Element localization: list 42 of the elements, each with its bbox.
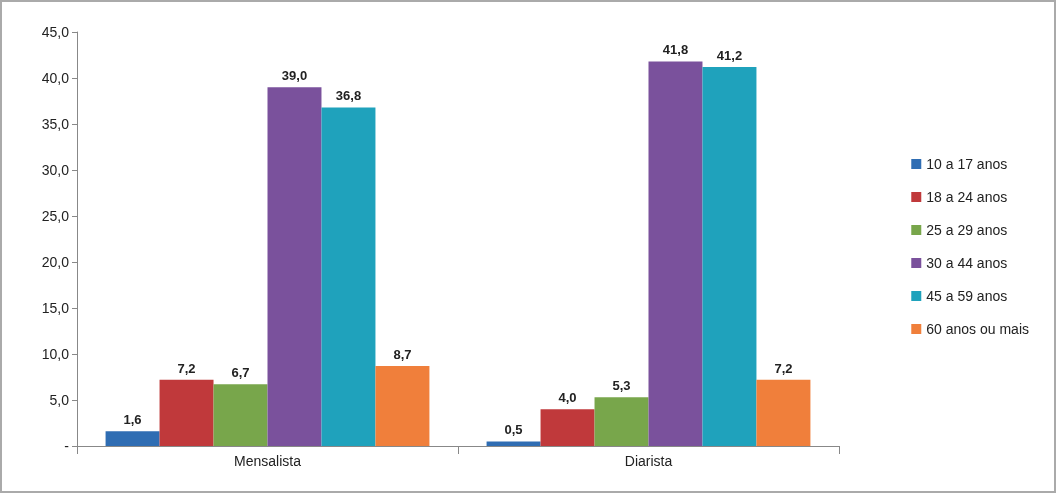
bar <box>213 384 268 446</box>
bar <box>159 379 214 446</box>
data-label: 7,2 <box>177 360 196 376</box>
data-label: 41,2 <box>716 47 743 63</box>
legend-label: 60 anos ou mais <box>926 321 1029 337</box>
y-tick-label: 35,0 <box>41 116 70 132</box>
data-label: 7,2 <box>774 360 793 376</box>
bar <box>321 107 376 446</box>
legend-label: 18 a 24 anos <box>926 189 1008 205</box>
x-tick-label: Diarista <box>624 453 673 469</box>
bar <box>267 87 322 446</box>
data-label: 8,7 <box>393 346 412 362</box>
data-label: 5,3 <box>612 378 631 394</box>
bar <box>702 66 757 446</box>
bar <box>486 441 541 446</box>
legend-label: 45 a 59 anos <box>926 288 1008 304</box>
bar <box>756 379 811 446</box>
data-label: 39,0 <box>281 68 308 84</box>
bar <box>594 397 649 446</box>
x-tick-label: Mensalista <box>234 453 302 469</box>
data-label: 0,5 <box>504 422 523 438</box>
y-tick-label: 45,0 <box>41 24 70 40</box>
y-tick-label: 25,0 <box>41 208 70 224</box>
legend-label: 10 a 17 anos <box>926 156 1008 172</box>
data-label: 1,6 <box>123 412 142 428</box>
bar <box>375 365 430 446</box>
y-tick-label: 20,0 <box>41 254 70 270</box>
y-tick-label: - <box>64 438 70 454</box>
y-tick-label: 30,0 <box>41 162 70 178</box>
y-tick-label: 10,0 <box>41 346 70 362</box>
bar <box>648 61 703 446</box>
legend-label: 25 a 29 anos <box>926 222 1008 238</box>
bar <box>105 431 160 446</box>
data-label: 36,8 <box>335 88 362 104</box>
legend-label: 30 a 44 anos <box>926 255 1008 271</box>
data-label: 6,7 <box>231 365 250 381</box>
y-tick-label: 15,0 <box>41 300 70 316</box>
data-label: 41,8 <box>662 42 689 58</box>
y-tick-label: 40,0 <box>41 70 70 86</box>
bar <box>540 409 595 446</box>
data-label: 4,0 <box>558 390 577 406</box>
y-tick-label: 5,0 <box>49 392 70 408</box>
